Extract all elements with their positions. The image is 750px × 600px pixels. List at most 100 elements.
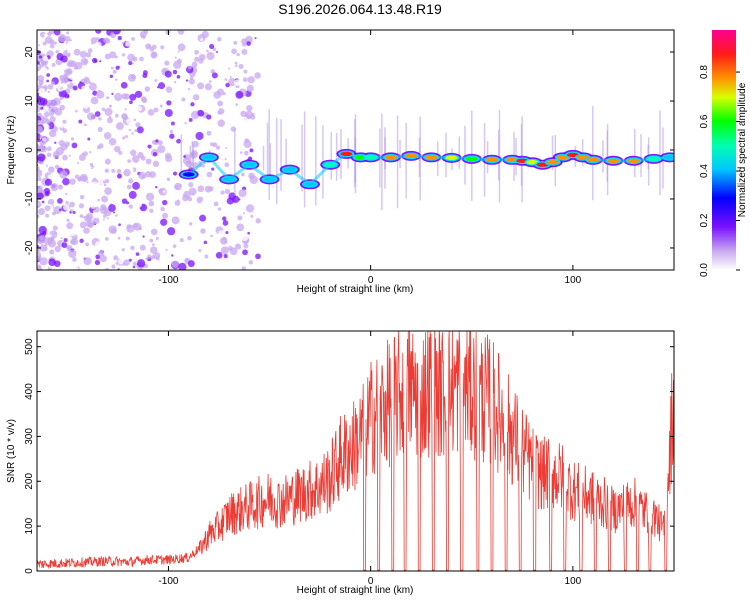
spectrogram-speckle xyxy=(66,61,72,67)
spectrogram-speckle xyxy=(125,135,129,139)
spectrogram-speckle xyxy=(80,57,89,66)
spectrogram-speckle xyxy=(40,106,44,110)
spectrogram-speckle xyxy=(83,76,90,82)
spectrogram-speckle xyxy=(113,145,121,153)
spectrogram-speckle xyxy=(165,30,171,35)
spectrogram-speckle xyxy=(238,198,241,201)
spectrogram-speckle xyxy=(184,153,190,160)
spectrogram-speckle xyxy=(151,243,155,247)
spectrogram-speckle xyxy=(135,99,142,105)
spectrogram-speckle xyxy=(139,244,146,251)
spectrogram-speckle xyxy=(112,85,120,92)
spectrogram-speckle xyxy=(158,82,166,90)
spectrogram-speckle xyxy=(56,52,64,61)
spectrogram-speckle xyxy=(59,104,65,111)
spectrogram-speckle xyxy=(153,107,159,113)
spectrogram-speckle xyxy=(104,107,113,116)
spectrogram-speckle xyxy=(187,88,191,91)
spectrogram-speckle xyxy=(78,203,85,209)
spectrogram-speckle xyxy=(52,97,61,106)
spectrogram-speckle xyxy=(148,200,155,207)
spectrogram-speckle xyxy=(121,113,128,120)
spectrogram-speckle xyxy=(150,228,158,236)
spectrogram-speckle xyxy=(135,252,140,256)
spectrogram-speckle xyxy=(99,255,107,263)
spectrogram-speckle xyxy=(57,84,65,92)
spectrogram-speckle xyxy=(132,56,138,62)
spectrogram-speckle xyxy=(145,158,152,165)
spectrogram-speckle xyxy=(90,204,96,209)
spectrogram-speckle xyxy=(37,125,43,134)
spectrogram-speckle xyxy=(42,55,49,62)
spectrogram-speckle xyxy=(248,260,254,265)
spectrogram-speckle xyxy=(98,250,105,257)
spectrogram-speckle xyxy=(72,211,76,215)
spectrogram-speckle xyxy=(47,174,53,179)
spectrogram-speckle xyxy=(138,230,143,235)
spectrogram-speckle xyxy=(115,78,118,81)
spectrogram-speckle xyxy=(225,82,230,88)
spectrogram-speckle xyxy=(149,208,154,214)
spectrogram-speckle xyxy=(60,143,68,151)
spectrogram-speckle xyxy=(47,198,55,206)
spectrogram-speckle xyxy=(169,133,175,139)
spectrogram-speckle xyxy=(242,212,245,215)
spectrogram-speckle xyxy=(70,137,75,141)
colorbar-tick-label: 0.0 xyxy=(699,263,710,277)
spectrogram-speckle xyxy=(165,86,173,93)
spectrogram-speckle xyxy=(92,90,98,96)
snr-xtick-label: -100 xyxy=(158,576,178,587)
spectrogram-speckle xyxy=(111,168,116,173)
spectrogram-speckle xyxy=(235,64,238,68)
spectrogram-speckle xyxy=(160,218,168,226)
spectrogram-speckle xyxy=(129,167,134,172)
spectrogram-speckle xyxy=(67,82,71,85)
spectrogram-speckle xyxy=(246,104,253,112)
spectrogram-speckle xyxy=(142,73,148,79)
spectrogram-speckle xyxy=(113,211,116,214)
spectrogram-speckle xyxy=(92,217,100,225)
spectrogram-speckle xyxy=(50,236,55,241)
spectrogram-speckle xyxy=(254,37,257,40)
spectrogram-speckle xyxy=(48,258,56,267)
spectrogram-speckle xyxy=(68,73,76,80)
spectrogram-speckle xyxy=(37,120,40,125)
spectrogram-speckle xyxy=(241,266,247,270)
spectrogram-speckle xyxy=(43,33,47,37)
spectrogram-speckle xyxy=(131,132,135,135)
spectrogram-speckle xyxy=(44,111,50,118)
spectrogram-speckle xyxy=(216,50,219,54)
spectrogram-speckle xyxy=(223,120,231,127)
spectrogram-speckle xyxy=(52,211,56,216)
spectrogram-speckle xyxy=(117,35,122,41)
spectrogram-speckle xyxy=(194,73,201,79)
spectrogram-speckle xyxy=(198,58,204,64)
spectrogram-speckle xyxy=(133,118,137,122)
spectrogram-speckle xyxy=(177,199,180,202)
spectrogram-speckle xyxy=(103,37,109,44)
spectrogram-speckle xyxy=(241,48,248,56)
spectrogram-speckle xyxy=(117,236,121,240)
spectrogram-speckle xyxy=(123,168,131,177)
spectrogram-speckle xyxy=(93,171,99,178)
spectrogram-speckle xyxy=(217,207,222,211)
spectrogram-speckle xyxy=(65,200,69,205)
ridge-point xyxy=(587,157,600,162)
spectrogram-speckle xyxy=(251,240,259,248)
spectrogram-speckle xyxy=(172,244,177,248)
spectrogram-speckle xyxy=(54,178,59,183)
spectrogram-speckle xyxy=(63,48,66,51)
snr-panel: 0 100 200 300 400 500 -100 0 100 Height of stra… xyxy=(6,330,675,596)
spectrogram-speckle xyxy=(62,169,65,172)
spectrogram-speckle xyxy=(101,195,109,203)
spectrogram-speckle xyxy=(231,48,237,55)
spectrogram-speckle xyxy=(79,50,87,58)
spectrogram-speckle xyxy=(116,169,122,174)
spectrogram-speckle xyxy=(174,200,181,206)
spectrogram-speckle xyxy=(220,246,229,255)
snr-ytick-label: 100 xyxy=(24,517,35,534)
ridge-point xyxy=(304,182,316,187)
spectrogram-speckle xyxy=(240,233,249,242)
spectrogram-speckle xyxy=(243,150,249,156)
spectrogram-speckle xyxy=(62,64,68,70)
